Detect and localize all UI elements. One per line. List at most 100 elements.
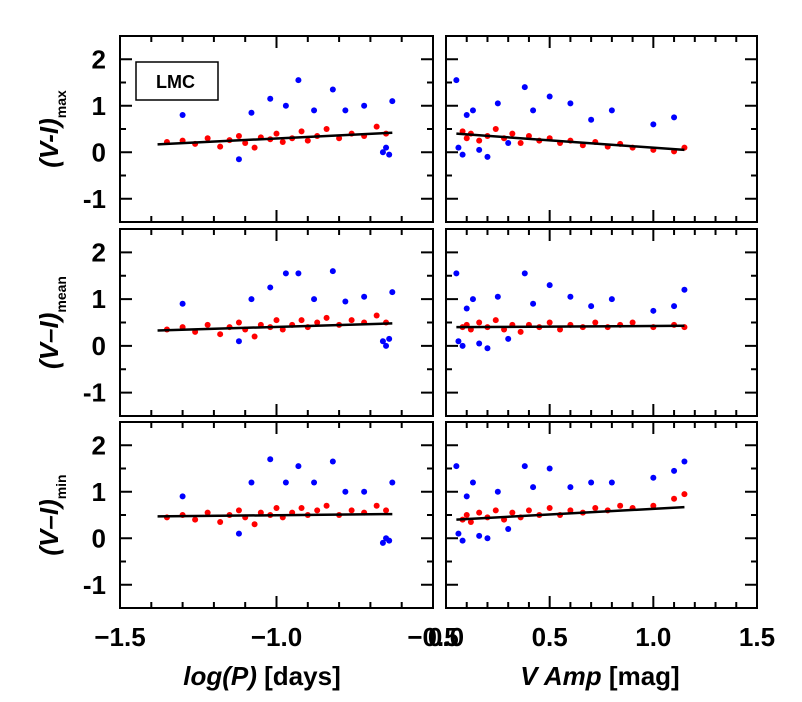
blue-point bbox=[484, 153, 491, 160]
blue-point bbox=[329, 458, 336, 465]
blue-point bbox=[476, 146, 483, 153]
blue-point bbox=[650, 474, 657, 481]
fit-line bbox=[456, 324, 685, 329]
y-tick-label: 1 bbox=[92, 284, 106, 314]
y-tick-label: -1 bbox=[83, 378, 106, 408]
red-point bbox=[617, 502, 624, 509]
red-point bbox=[323, 502, 330, 509]
red-point bbox=[592, 505, 599, 512]
y-tick-label: 1 bbox=[92, 477, 106, 507]
y-tick-label: 1 bbox=[92, 91, 106, 121]
blue-point bbox=[311, 107, 318, 114]
blue-point bbox=[342, 488, 349, 495]
red-point bbox=[273, 130, 280, 137]
panel-frame bbox=[445, 421, 758, 609]
legend-label: LMC bbox=[156, 72, 195, 92]
blue-point bbox=[295, 463, 302, 470]
blue-point bbox=[588, 116, 595, 123]
x-tick-label-left: −1.5 bbox=[94, 622, 145, 652]
panel-max_amp bbox=[445, 35, 758, 223]
y-axis-title-sub: max bbox=[53, 90, 69, 118]
blue-point bbox=[386, 151, 393, 158]
blue-point bbox=[588, 303, 595, 310]
y-axis-title-mean_logp: (V–I)mean bbox=[34, 276, 69, 369]
blue-point bbox=[179, 493, 186, 500]
y-tick-label: -1 bbox=[83, 570, 106, 600]
red-point bbox=[298, 505, 305, 512]
red-point bbox=[348, 317, 355, 324]
red-point bbox=[192, 516, 199, 523]
blue-point bbox=[235, 530, 242, 537]
red-point bbox=[517, 139, 524, 146]
blue-point bbox=[389, 479, 396, 486]
blue-point bbox=[567, 100, 574, 107]
red-point bbox=[304, 137, 311, 144]
y-axis-title-max_logp: (V-I)max bbox=[34, 90, 69, 168]
blue-point bbox=[179, 112, 186, 119]
x-tick-labels: −1.5 −1.0 −0.50.0 0.5 1.0 1.5 bbox=[94, 622, 775, 652]
panel-max_logp: 2 1 0 -1 bbox=[83, 35, 434, 223]
y-axis-title-sub: min bbox=[53, 474, 69, 499]
red-point bbox=[492, 317, 499, 324]
blue-point bbox=[567, 293, 574, 300]
blue-point bbox=[267, 284, 274, 291]
red-point bbox=[373, 312, 380, 319]
red-point bbox=[204, 135, 211, 142]
red-point bbox=[671, 495, 678, 502]
panel-frame bbox=[119, 35, 434, 223]
blue-point bbox=[463, 112, 470, 119]
blue-point bbox=[494, 100, 501, 107]
blue-point bbox=[608, 296, 615, 303]
blue-point bbox=[267, 95, 274, 102]
x-tick-label-right: 1.0 bbox=[635, 622, 671, 652]
red-point bbox=[235, 132, 242, 139]
x-axis-title-left-unit: [days] bbox=[257, 661, 341, 691]
fit-line bbox=[456, 132, 685, 152]
blue-point bbox=[386, 537, 393, 544]
blue-point bbox=[521, 270, 528, 277]
blue-point bbox=[588, 479, 595, 486]
blue-point bbox=[311, 296, 318, 303]
red-point bbox=[251, 521, 258, 528]
blue-point bbox=[389, 98, 396, 105]
red-point bbox=[373, 502, 380, 509]
blue-point bbox=[681, 286, 688, 293]
blue-point bbox=[546, 282, 553, 289]
blue-point bbox=[342, 298, 349, 305]
blue-point bbox=[455, 338, 462, 345]
blue-point bbox=[521, 463, 528, 470]
blue-point bbox=[311, 479, 318, 486]
blue-point bbox=[459, 342, 466, 349]
blue-point bbox=[469, 107, 476, 114]
panel-mean_logp: 2 1 0 -1 bbox=[83, 228, 434, 417]
y-tick-label: -1 bbox=[83, 184, 106, 214]
blue-point bbox=[361, 293, 368, 300]
blue-point bbox=[329, 268, 336, 275]
blue-point bbox=[476, 532, 483, 539]
red-point bbox=[681, 491, 688, 498]
y-axis-title-main: (V-I) bbox=[34, 118, 64, 168]
red-point bbox=[373, 123, 380, 130]
blue-point bbox=[459, 151, 466, 158]
blue-point bbox=[455, 144, 462, 151]
red-point bbox=[476, 137, 483, 144]
blue-point bbox=[453, 270, 460, 277]
legend-box: LMC bbox=[135, 61, 219, 101]
red-point bbox=[298, 317, 305, 324]
blue-point bbox=[453, 77, 460, 84]
blue-point bbox=[546, 93, 553, 100]
blue-point bbox=[671, 114, 678, 121]
red-point bbox=[463, 135, 470, 142]
blue-point bbox=[248, 296, 255, 303]
red-point bbox=[467, 518, 474, 525]
red-point bbox=[235, 507, 242, 514]
red-point bbox=[509, 509, 516, 516]
red-point bbox=[509, 130, 516, 137]
blue-point bbox=[329, 86, 336, 93]
blue-point bbox=[505, 335, 512, 342]
panel-min_logp: 2 1 0 -1 bbox=[83, 421, 434, 609]
red-point bbox=[546, 319, 553, 326]
red-point bbox=[273, 317, 280, 324]
blue-point bbox=[530, 107, 537, 114]
